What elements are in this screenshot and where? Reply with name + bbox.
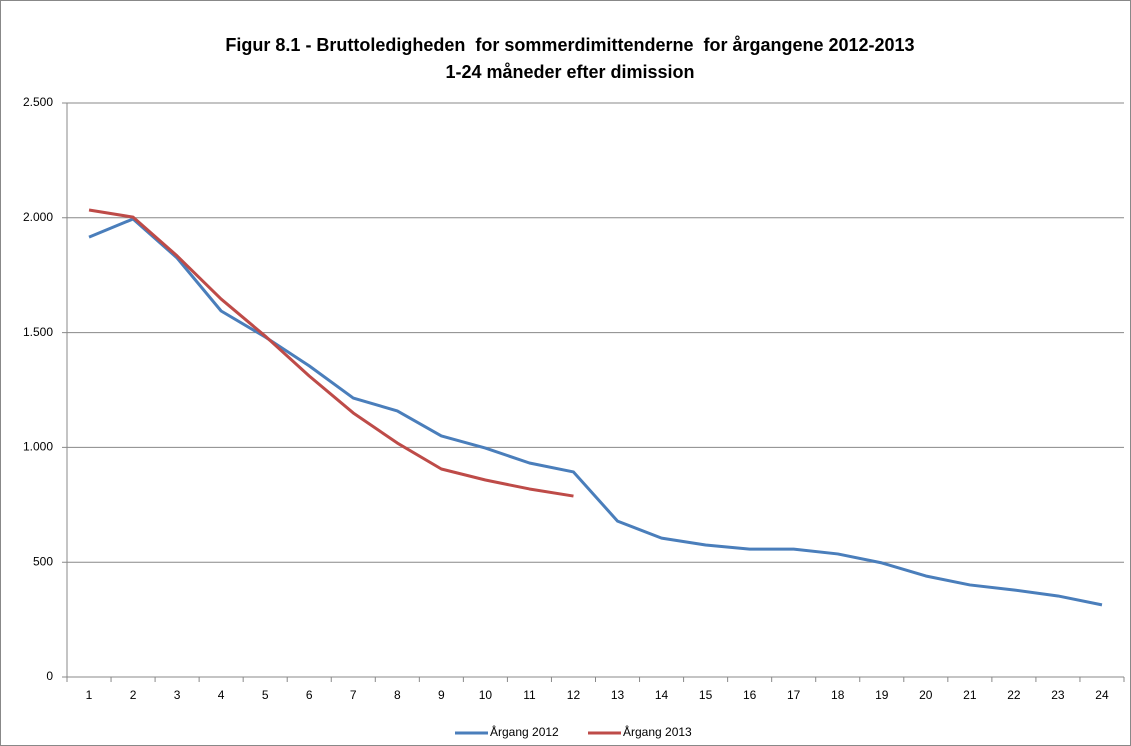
x-tick-label: 15	[699, 688, 713, 702]
x-tick-label: 3	[174, 688, 181, 702]
y-tick-label: 2.500	[23, 95, 53, 109]
x-tick-label: 2	[130, 688, 137, 702]
y-tick-label: 500	[33, 554, 53, 568]
x-tick-label: 1	[86, 688, 93, 702]
x-tick-label: 24	[1095, 688, 1109, 702]
x-tick-label: 4	[218, 688, 225, 702]
x-tick-label: 16	[743, 688, 757, 702]
legend-label: Årgang 2013	[623, 724, 692, 739]
x-tick-label: 7	[350, 688, 357, 702]
x-tick-label: 6	[306, 688, 313, 702]
legend-label: Årgang 2012	[490, 724, 559, 739]
x-tick-label: 19	[875, 688, 889, 702]
y-tick-label: 2.000	[23, 210, 53, 224]
x-tick-label: 8	[394, 688, 401, 702]
y-tick-label: 1.000	[23, 440, 53, 454]
x-tick-label: 20	[919, 688, 933, 702]
x-tick-label: 17	[787, 688, 801, 702]
x-tick-label: 9	[438, 688, 445, 702]
x-tick-label: 11	[523, 688, 536, 702]
x-tick-label: 10	[479, 688, 493, 702]
x-tick-label: 12	[567, 688, 581, 702]
y-tick-label: 0	[46, 669, 53, 683]
x-tick-label: 21	[963, 688, 977, 702]
chart-subtitle: 1-24 måneder efter dimission	[445, 62, 694, 82]
x-tick-label: 5	[262, 688, 269, 702]
x-tick-label: 14	[655, 688, 669, 702]
series-line	[88, 208, 574, 498]
x-tick-label: 13	[611, 688, 625, 702]
x-tick-label: 22	[1007, 688, 1021, 702]
chart-title: Figur 8.1 - Bruttoledigheden for sommerd…	[225, 35, 914, 55]
series-line	[88, 217, 1103, 607]
x-tick-label: 23	[1051, 688, 1065, 702]
x-tick-label: 18	[831, 688, 845, 702]
y-tick-label: 1.500	[23, 325, 53, 339]
